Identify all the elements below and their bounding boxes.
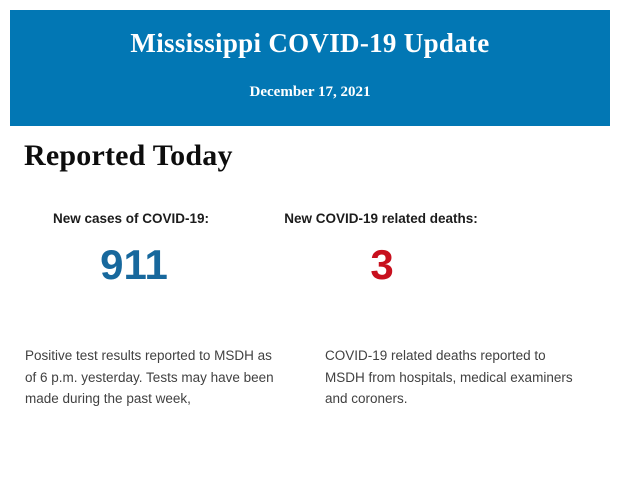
new-deaths-value: 3 [370, 241, 394, 288]
new-deaths-description-line: COVID-19 related deaths reported to [325, 348, 546, 363]
report-date: December 17, 2021 [249, 84, 371, 100]
new-cases-value: 911 [100, 241, 168, 288]
new-deaths-description-line: and coroners. [325, 391, 408, 406]
new-cases-description: Positive test results reported to MSDH a… [25, 345, 315, 410]
new-cases-description-line: of 6 p.m. yesterday. Tests may have been [25, 369, 274, 385]
page-title: Mississippi COVID-19 Update [130, 28, 490, 58]
new-cases-description-line: made during the past week, [25, 391, 191, 406]
section-heading-reported-today: Reported Today [24, 139, 233, 172]
header-banner: Mississippi COVID-19 Update December 17,… [10, 10, 610, 126]
new-cases-description-line: Positive test results reported to MSDH a… [25, 348, 272, 363]
new-deaths-description: COVID-19 related deaths reported to MSDH… [325, 345, 615, 410]
new-deaths-label: New COVID-19 related deaths: [284, 211, 478, 226]
new-deaths-description-line: MSDH from hospitals, medical examiners [325, 369, 573, 385]
new-cases-label: New cases of COVID-19: [52, 211, 210, 226]
